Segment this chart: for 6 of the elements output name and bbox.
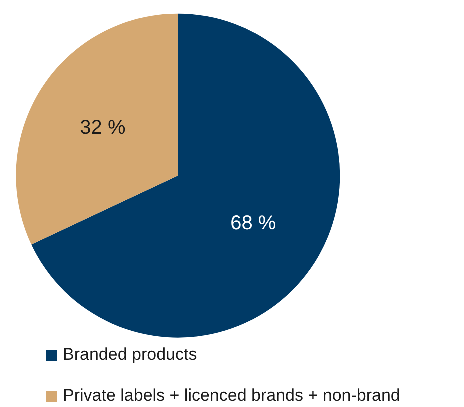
- legend-label: Private labels + licenced brands + non-brand: [63, 386, 400, 406]
- data-label: 68 %: [230, 212, 276, 235]
- pie-slice: [16, 14, 178, 245]
- pie-slice: [32, 14, 340, 338]
- data-label: 32 %: [80, 117, 126, 140]
- legend-label: Branded products: [63, 345, 198, 365]
